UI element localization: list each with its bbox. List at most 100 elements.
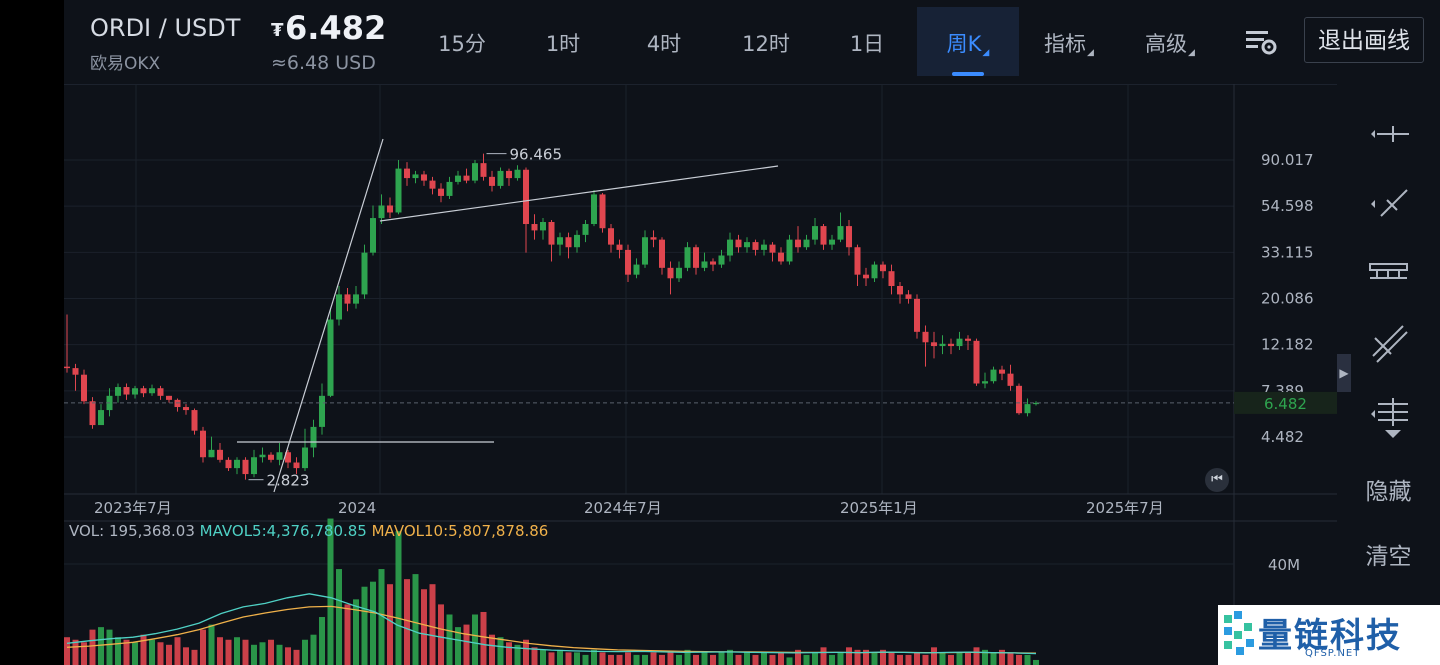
volume-bar	[744, 652, 750, 665]
candle-body	[98, 410, 104, 426]
candle-body	[64, 366, 70, 369]
tab-15m[interactable]: 15分	[438, 32, 486, 56]
volume-bar	[429, 584, 436, 665]
volume-bar	[472, 614, 478, 665]
volume-bar	[353, 599, 359, 665]
candle-body	[378, 205, 385, 219]
candle-body	[310, 426, 317, 448]
volume-bar	[990, 652, 997, 665]
watermark-text: 量链科技	[1258, 616, 1402, 656]
hide-drawings-button[interactable]: 隐藏	[1365, 479, 1412, 505]
trend-line-icon[interactable]	[1337, 174, 1440, 234]
scroll-to-latest-button[interactable]: ⏮	[1205, 468, 1229, 492]
drawn-trend-line[interactable]	[379, 165, 779, 222]
volume-bar	[548, 652, 555, 665]
volume-bar	[693, 654, 699, 665]
volume-bar	[650, 652, 657, 665]
candle-body	[574, 234, 580, 248]
expand-toolbar-handle[interactable]: ▶	[1337, 354, 1351, 392]
candle-body	[497, 170, 504, 186]
candlestick-chart[interactable]: 90.01754.59833.11520.08612.1827.3894.482…	[64, 84, 1440, 665]
candle-body	[140, 388, 147, 394]
volume-bar	[965, 652, 971, 665]
dropdown-triangle-icon: ◢	[982, 48, 990, 58]
tab-advanced[interactable]: 高级◢	[1145, 32, 1195, 58]
candle-body	[922, 331, 929, 343]
user-drawings[interactable]	[237, 138, 779, 493]
candle-body	[744, 242, 750, 248]
candle-body	[438, 188, 444, 196]
candle-body	[1016, 385, 1022, 414]
volume-bar	[973, 647, 980, 665]
candle-body	[370, 218, 376, 253]
active-tab-highlight	[917, 7, 1019, 76]
candle-body	[965, 338, 971, 341]
candle-body	[395, 168, 402, 213]
price-tick-label: 4.482	[1261, 428, 1304, 446]
tab-4h[interactable]: 4时	[646, 32, 682, 56]
volume-bar	[531, 647, 538, 665]
tab-1d[interactable]: 1日	[849, 32, 885, 56]
candle-body	[157, 388, 164, 396]
volume-bar	[599, 652, 606, 665]
low-price-label: 2.823	[267, 472, 310, 490]
volume-axis-label: 40M	[1268, 556, 1300, 574]
volume-bar	[115, 637, 121, 665]
volume-bar	[140, 634, 147, 665]
volume-bar	[897, 654, 903, 665]
drawn-trend-line[interactable]	[273, 138, 384, 493]
candle-body	[208, 449, 215, 458]
tab-1h[interactable]: 1时	[545, 32, 581, 56]
exchange-name: 欧易OKX	[90, 54, 161, 74]
candle-body	[837, 226, 844, 240]
volume-bar	[684, 649, 691, 665]
price-range-icon[interactable]	[1337, 244, 1440, 304]
candle-body	[973, 340, 980, 384]
volume-bar	[497, 637, 504, 665]
candle-body	[353, 294, 359, 304]
clear-drawings-button[interactable]: 清空	[1365, 544, 1412, 570]
candle-body	[463, 175, 470, 181]
fib-lines-icon[interactable]	[1337, 384, 1440, 444]
candle-body	[676, 267, 682, 279]
parallel-channel-icon[interactable]	[1337, 314, 1440, 374]
price-tick-label: 90.017	[1261, 151, 1314, 169]
volume-bar	[1033, 659, 1039, 665]
volume-bar	[183, 647, 189, 665]
volume-bar	[948, 654, 954, 665]
candle-body	[710, 261, 716, 265]
candle-body	[540, 221, 546, 231]
pair-name[interactable]: ORDI / USDT	[90, 14, 241, 42]
candle-body	[846, 226, 852, 248]
candle-body	[820, 226, 827, 245]
volume-bar	[676, 654, 682, 665]
tab-indicators[interactable]: 指标◢	[1044, 32, 1094, 58]
volume-bar	[786, 657, 793, 665]
candle-body	[446, 181, 453, 196]
volume-bar	[871, 652, 878, 665]
candle-body	[871, 264, 878, 279]
candle-body	[829, 239, 835, 245]
exit-drawing-button[interactable]: 退出画线	[1304, 17, 1424, 63]
volume-bar	[667, 652, 674, 665]
volume-bar	[106, 629, 113, 665]
chart-settings-icon[interactable]	[1244, 26, 1278, 58]
chart-grid	[64, 84, 1337, 665]
tab-weekly[interactable]: 周K◢	[946, 32, 990, 58]
candle-body	[191, 410, 198, 431]
candle-body	[693, 247, 699, 268]
volume-bar	[421, 589, 427, 665]
volume-bar	[191, 649, 198, 665]
volume-bar	[939, 652, 946, 665]
candle-body	[412, 174, 419, 179]
volume-bar	[268, 639, 274, 665]
candle-body	[812, 226, 818, 240]
candle-body	[1007, 373, 1014, 386]
candle-body	[650, 237, 657, 240]
candle-body	[455, 175, 461, 182]
tab-12h[interactable]: 12时	[742, 32, 790, 56]
candle-body	[761, 244, 767, 250]
current-price-tag	[1234, 391, 1337, 414]
price-tick-label: 20.086	[1261, 290, 1314, 308]
horizontal-ray-icon[interactable]	[1337, 104, 1440, 164]
